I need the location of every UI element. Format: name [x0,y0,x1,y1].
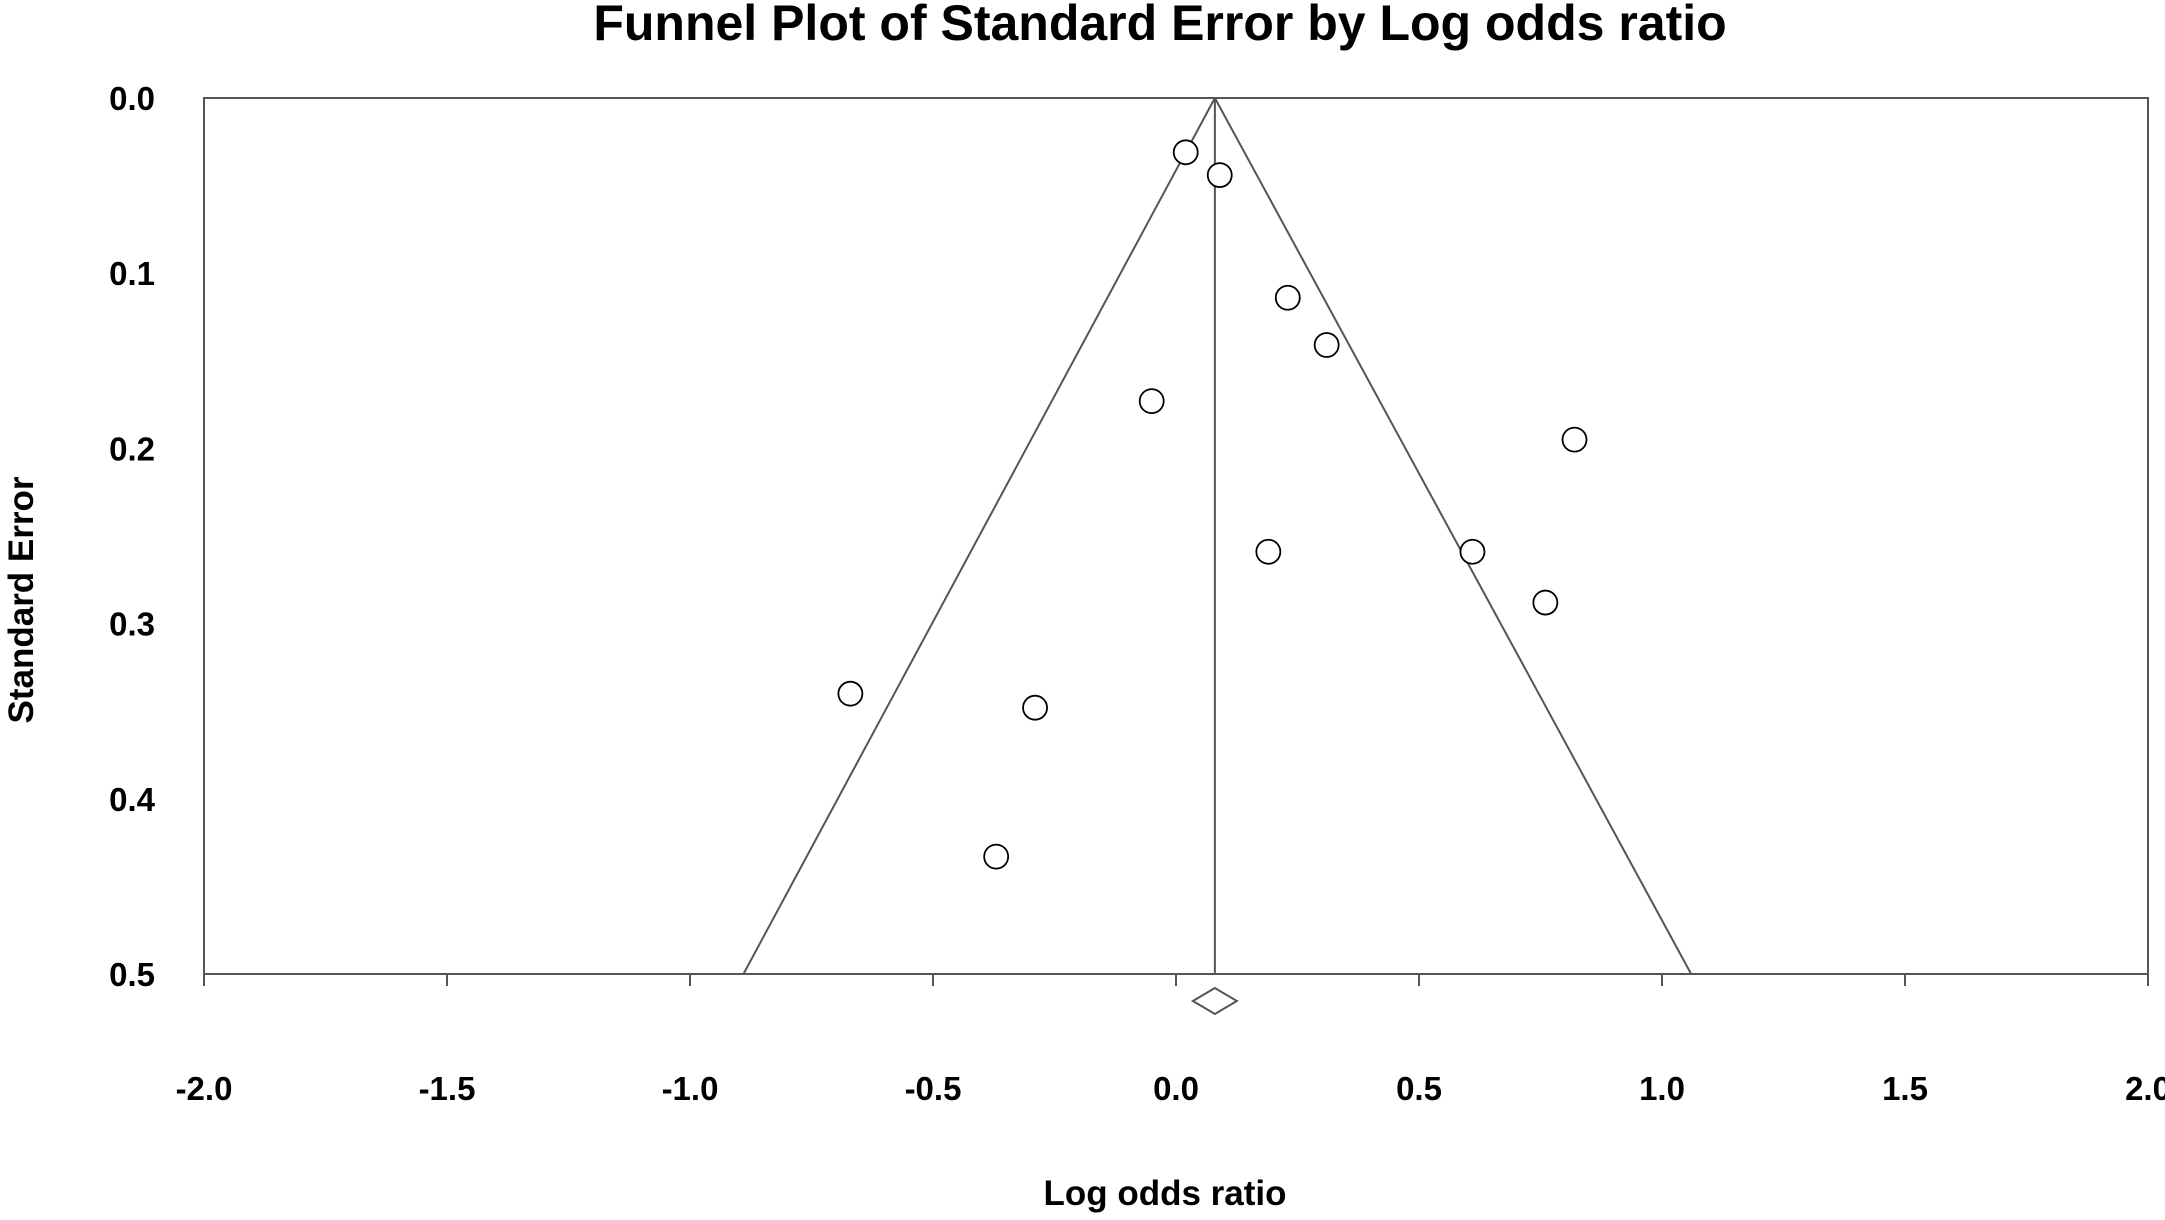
y-axis-label: Standard Error [2,476,41,723]
x-axis: -2.0 -1.5 -1.0 -0.5 0.0 0.5 1.0 1.5 2.0 [176,974,2165,1107]
study-point [1459,538,1486,565]
y-tick-label: 0.3 [109,606,155,643]
study-point [1532,589,1559,616]
study-point [1022,694,1048,721]
x-tick-label: -0.5 [905,1070,962,1107]
study-point [1561,426,1588,453]
summary-diamond [1190,986,1239,1016]
x-axis-label: Log odds ratio [1043,1174,1286,1213]
funnel-layer [742,97,1693,1016]
funnel-right-line [1214,97,1693,975]
study-point [837,680,864,707]
funnel-left-line [742,97,1216,975]
y-tick-label: 0.2 [109,430,155,467]
study-point [1172,139,1199,166]
study-points [837,139,1588,870]
y-tick-label: 0.1 [109,255,155,292]
x-tick-label: 2.0 [2125,1070,2165,1107]
x-tick-label: 1.5 [1882,1070,1928,1107]
study-point [1206,162,1233,188]
y-tick-label: 0.5 [109,956,155,993]
x-tick-label: 1.0 [1639,1070,1685,1107]
x-tick-label: -2.0 [176,1070,233,1107]
x-tick-label: -1.0 [662,1070,719,1107]
x-tick-label: 0.0 [1153,1070,1199,1107]
study-point [1138,388,1165,414]
study-point [983,843,1010,870]
y-tick-label: 0.4 [109,781,156,818]
study-point [1255,538,1282,565]
chart-title: Funnel Plot of Standard Error by Log odd… [593,0,1726,51]
plot-frame [203,97,2149,975]
y-axis: 0.0 0.1 0.2 0.3 0.4 0.5 [109,80,156,993]
y-tick-label: 0.0 [109,80,155,117]
x-tick-label: 0.5 [1396,1070,1442,1107]
study-point [1274,284,1301,311]
x-tick-label: -1.5 [419,1070,476,1107]
study-point [1313,332,1340,358]
